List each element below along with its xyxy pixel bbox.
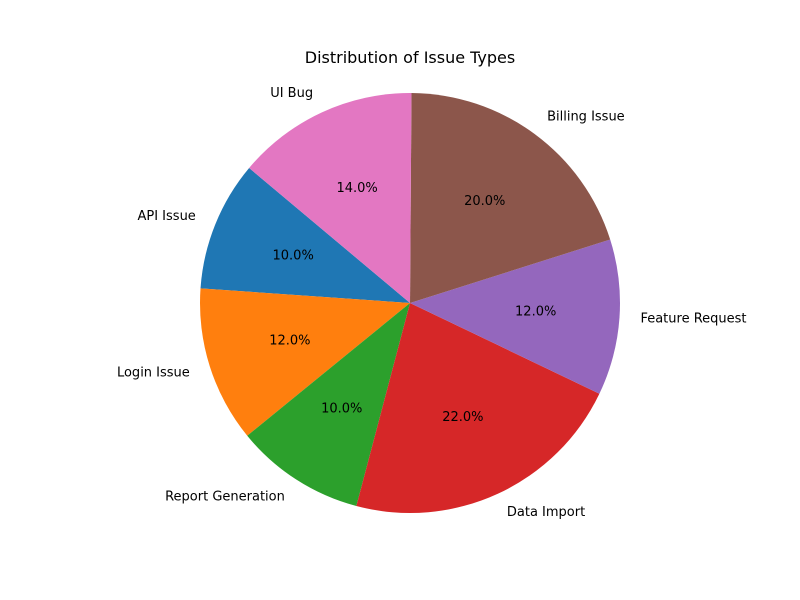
slice-percent-label: 10.0% [273,248,314,263]
pie-slice-billing-issue [410,93,611,303]
slice-percent-label: 12.0% [515,304,556,319]
pie-labels: API Issue 10.0% Login Issue 12.0% Report Gen… [117,86,747,520]
slice-label: API Issue [137,209,195,224]
slice-label: Billing Issue [547,110,625,125]
slice-label: Data Import [507,505,585,520]
chart-title: Distribution of Issue Types [305,48,515,67]
slice-percent-label: 22.0% [442,410,483,425]
pie-slice-feature-request [410,239,620,394]
slice-percent-label: 10.0% [321,401,362,416]
pie-slices [199,93,620,513]
pie-slice-report-generation [247,303,410,507]
slice-label: UI Bug [270,86,313,101]
pie-slice-ui-bug [249,93,412,304]
slice-percent-label: 20.0% [464,194,505,209]
slice-label: Login Issue [117,365,190,380]
slice-label: Report Generation [165,490,285,505]
pie-slice-login-issue [199,288,410,436]
pie-slice-data-import [356,303,600,513]
slice-label: Feature Request [640,312,746,327]
pie-slice-api-issue [200,168,410,303]
slice-percent-label: 14.0% [336,181,377,196]
slice-percent-label: 12.0% [269,334,310,349]
